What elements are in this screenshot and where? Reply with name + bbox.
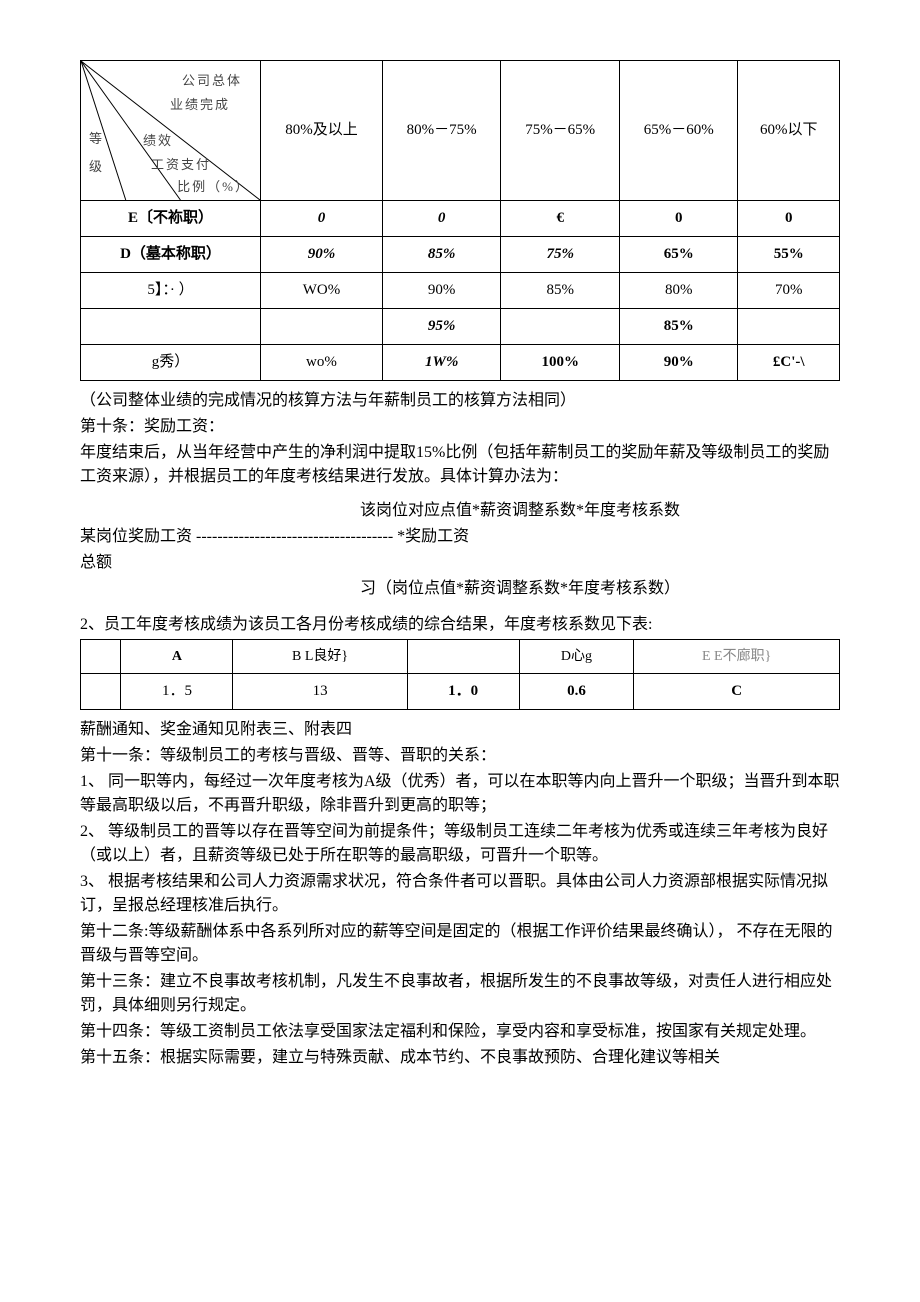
cell: 100%: [501, 345, 620, 381]
formula-left: 某岗位奖励工资: [80, 528, 192, 545]
formula-below: 总额: [80, 551, 840, 575]
row-label: 5】：· ）: [81, 273, 261, 309]
coefficient-table: A B L良好} D心g E E不廊职} 1．5 13 1．0 0.6 C: [80, 639, 840, 710]
cell: 0: [619, 201, 738, 237]
cell: [738, 309, 840, 345]
row-label: E〔不袮职）: [81, 201, 261, 237]
table-row: g秀） wo% 1W% 100% 90% £C'-\: [81, 345, 840, 381]
body-text: 2、员工年度考核成绩为该员工各月份考核成绩的综合结果，年度考核系数见下表:: [80, 613, 840, 637]
article-heading: 第十一条：等级制员工的考核与晋级、晋等、晋职的关系：: [80, 744, 840, 768]
body-text: 年度结束后，从当年经营中产生的净利润中提取15%比例（包括年薪制员工的奖励年薪及…: [80, 441, 840, 489]
body-text: 第十二条:等级薪酬体系中各系列所对应的薪等空间是固定的（根据工作评价结果最终确认…: [80, 920, 840, 968]
t2-header: D心g: [519, 640, 634, 674]
t2-header: [81, 640, 121, 674]
t2-header: B L良好}: [233, 640, 407, 674]
col-header: 65%－60%: [619, 61, 738, 201]
cell: 75%: [501, 237, 620, 273]
diagonal-header-cell: 公司总体 业绩完成 绩效 工资支付 比例（%） 等 级: [81, 61, 261, 201]
body-text: 第十三条：建立不良事故考核机制，凡发生不良事故者，根据所发生的不良事故等级，对责…: [80, 970, 840, 1018]
formula-numerator: 该岗位对应点值*薪资调整系数*年度考核系数: [200, 499, 840, 523]
cell: WO%: [261, 273, 383, 309]
row-label: D（墓本称职）: [81, 237, 261, 273]
cell: 90%: [619, 345, 738, 381]
formula-main: 某岗位奖励工资 --------------------------------…: [80, 525, 840, 549]
row-label: [81, 309, 261, 345]
col-header: 80%－75%: [382, 61, 501, 201]
cell: £C'-\: [738, 345, 840, 381]
performance-pay-table: 公司总体 业绩完成 绩效 工资支付 比例（%） 等 级 80%及以上 80%－7…: [80, 60, 840, 381]
diag-label-left1: 等: [89, 129, 104, 149]
body-text: 1、 同一职等内，每经过一次年度考核为A级（优秀）者，可以在本职等内向上晋升一个…: [80, 770, 840, 818]
t2-cell: 1．0: [407, 674, 519, 710]
t2-cell: 0.6: [519, 674, 634, 710]
t2-header: [407, 640, 519, 674]
note-text: （公司整体业绩的完成情况的核算方法与年薪制员工的核算方法相同）: [80, 389, 840, 413]
body-text: 第十四条：等级工资制员工依法享受国家法定福利和保险，享受内容和享受标准，按国家有…: [80, 1020, 840, 1044]
cell: 0: [382, 201, 501, 237]
body-text: 第十五条：根据实际需要，建立与特殊贡献、成本节约、不良事故预防、合理化建议等相关: [80, 1046, 840, 1070]
article-heading: 第十条：奖励工资：: [80, 415, 840, 439]
formula-block: 该岗位对应点值*薪资调整系数*年度考核系数 某岗位奖励工资 ----------…: [80, 499, 840, 601]
diag-label-top: 公司总体: [182, 71, 242, 91]
cell: 85%: [501, 273, 620, 309]
col-header: 80%及以上: [261, 61, 383, 201]
t2-header: E E不廊职}: [634, 640, 840, 674]
table-row: 5】：· ） WO% 90% 85% 80% 70%: [81, 273, 840, 309]
diag-label-mid2: 绩效: [143, 131, 173, 151]
cell: wo%: [261, 345, 383, 381]
col-header: 60%以下: [738, 61, 840, 201]
table-row: D（墓本称职） 90% 85% 75% 65% 55%: [81, 237, 840, 273]
cell: 0: [261, 201, 383, 237]
table-row: 95% 85%: [81, 309, 840, 345]
cell: €: [501, 201, 620, 237]
cell: 90%: [261, 237, 383, 273]
diag-label-mid1: 业绩完成: [170, 95, 230, 115]
t2-cell: 13: [233, 674, 407, 710]
t2-cell: [81, 674, 121, 710]
cell: 70%: [738, 273, 840, 309]
body-text: 薪酬通知、奖金通知见附表三、附表四: [80, 718, 840, 742]
cell: 1W%: [382, 345, 501, 381]
cell: [501, 309, 620, 345]
cell: 95%: [382, 309, 501, 345]
cell: 85%: [619, 309, 738, 345]
cell: [261, 309, 383, 345]
formula-right: *奖励工资: [397, 528, 469, 545]
formula-denominator: 习（岗位点值*薪资调整系数*年度考核系数）: [200, 577, 840, 601]
body-text: 2、 等级制员工的晋等以存在晋等空间为前提条件；等级制员工连续二年考核为优秀或连…: [80, 820, 840, 868]
col-header: 75%－65%: [501, 61, 620, 201]
t2-cell: 1．5: [121, 674, 233, 710]
cell: 65%: [619, 237, 738, 273]
cell: 0: [738, 201, 840, 237]
cell: 90%: [382, 273, 501, 309]
cell: 85%: [382, 237, 501, 273]
body-text: 3、 根据考核结果和公司人力资源需求状况，符合条件者可以晋职。具体由公司人力资源…: [80, 870, 840, 918]
t2-header: A: [121, 640, 233, 674]
table-row: E〔不袮职） 0 0 € 0 0: [81, 201, 840, 237]
cell: 80%: [619, 273, 738, 309]
row-label: g秀）: [81, 345, 261, 381]
t2-cell: C: [634, 674, 840, 710]
diag-label-mid3: 工资支付: [151, 155, 211, 175]
formula-dashes: -------------------------------------: [196, 528, 393, 545]
diag-label-bottom: 比例（%）: [177, 177, 250, 197]
cell: 55%: [738, 237, 840, 273]
diag-label-left2: 级: [89, 157, 104, 177]
